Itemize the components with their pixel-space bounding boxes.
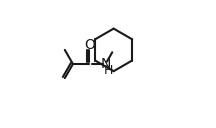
Text: N: N <box>100 57 111 71</box>
Text: O: O <box>84 38 95 52</box>
Text: H: H <box>104 64 113 77</box>
